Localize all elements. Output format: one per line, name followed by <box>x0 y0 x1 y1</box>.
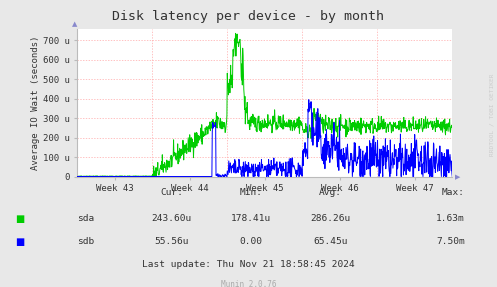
Text: Disk latency per device - by month: Disk latency per device - by month <box>112 10 385 23</box>
Text: Avg:: Avg: <box>319 188 342 197</box>
Text: 243.60u: 243.60u <box>152 214 191 223</box>
Y-axis label: Average IO Wait (seconds): Average IO Wait (seconds) <box>31 35 40 170</box>
Text: ▲: ▲ <box>72 21 77 27</box>
Text: Max:: Max: <box>442 188 465 197</box>
Text: 178.41u: 178.41u <box>231 214 271 223</box>
Text: 0.00: 0.00 <box>240 237 262 246</box>
Text: Last update: Thu Nov 21 18:58:45 2024: Last update: Thu Nov 21 18:58:45 2024 <box>142 260 355 269</box>
Text: ■: ■ <box>15 237 24 247</box>
Text: Cur:: Cur: <box>160 188 183 197</box>
Text: ▶: ▶ <box>455 174 460 180</box>
Text: 55.56u: 55.56u <box>154 237 189 246</box>
Text: RRDTOOL / TOBI OETIKER: RRDTOOL / TOBI OETIKER <box>490 73 495 156</box>
Text: ■: ■ <box>15 214 24 224</box>
Text: 1.63m: 1.63m <box>436 214 465 223</box>
Text: 65.45u: 65.45u <box>313 237 348 246</box>
Text: Munin 2.0.76: Munin 2.0.76 <box>221 280 276 287</box>
Text: sdb: sdb <box>77 237 94 246</box>
Text: sda: sda <box>77 214 94 223</box>
Text: Min:: Min: <box>240 188 262 197</box>
Text: 7.50m: 7.50m <box>436 237 465 246</box>
Text: 286.26u: 286.26u <box>311 214 350 223</box>
